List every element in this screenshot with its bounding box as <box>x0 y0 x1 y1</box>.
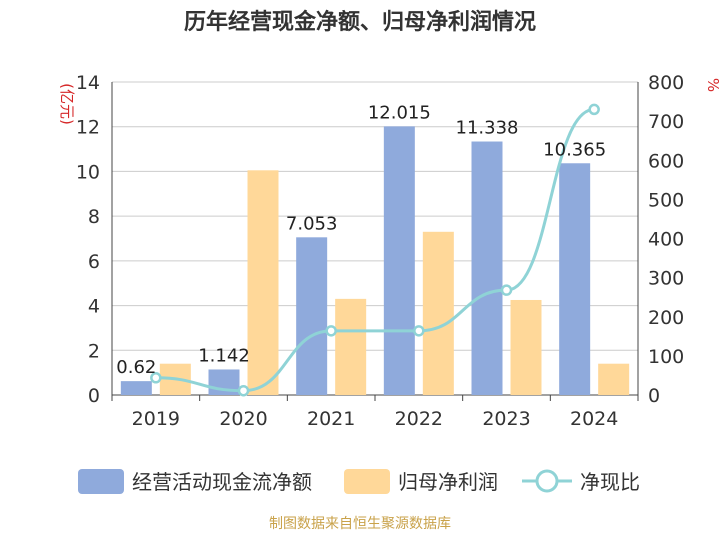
chart-title: 历年经营现金净额、归母净利润情况 <box>184 9 536 35</box>
right-tick-label: 200 <box>648 307 684 329</box>
data-label-cashflow-2023: 11.338 <box>456 118 519 139</box>
left-tick-label: 0 <box>88 385 100 407</box>
right-tick-label: 300 <box>648 268 684 290</box>
x-tick-label: 2023 <box>482 408 530 430</box>
x-tick-label: 2020 <box>219 408 267 430</box>
bar-profit-2023 <box>510 299 542 395</box>
ratio-point-2022 <box>413 325 425 337</box>
grid-lines <box>111 81 639 396</box>
x-tick-label: 2022 <box>395 408 443 430</box>
left-tick-label: 14 <box>76 72 100 94</box>
data-source: 制图数据来自恒生聚源数据库 <box>269 516 451 532</box>
legend-swatch-profit <box>344 469 390 494</box>
left-tick-label: 8 <box>88 206 100 228</box>
bar-profit-2021 <box>335 298 367 395</box>
bar-cashflow-2019 <box>120 381 152 395</box>
bar-cashflow-2023 <box>471 141 503 395</box>
data-label-cashflow-2020: 1.142 <box>198 345 250 366</box>
left-tick-label: 10 <box>76 161 100 183</box>
bars <box>120 126 630 395</box>
bar-profit-2022 <box>422 231 454 395</box>
right-tick-label: 400 <box>648 229 684 251</box>
left-tick-label: 6 <box>88 251 100 273</box>
data-label-cashflow-2021: 7.053 <box>286 213 338 234</box>
bar-cashflow-2024 <box>559 163 591 395</box>
x-axis: 2019 2020 2021 2022 2023 2024 <box>111 395 639 430</box>
ratio-point-2020 <box>237 384 250 397</box>
data-label-cashflow-2019: 0.62 <box>116 357 156 378</box>
right-tick-label: 700 <box>648 111 684 133</box>
right-tick-label: 0 <box>648 385 660 407</box>
legend-label-cashflow: 经营活动现金流净额 <box>132 470 312 494</box>
left-axis-unit: (亿元) <box>58 83 76 125</box>
right-axis: 0 100 200 300 400 500 600 700 800 <box>648 72 684 407</box>
legend-marker-ratio <box>535 469 559 493</box>
ratio-point-2023 <box>500 284 513 296</box>
right-tick-label: 100 <box>648 346 684 368</box>
legend-label-ratio: 净现比 <box>580 470 640 494</box>
right-tick-label: 800 <box>648 72 684 94</box>
x-tick-label: 2019 <box>132 408 180 430</box>
legend-swatch-cashflow <box>78 469 124 494</box>
ratio-point-2024 <box>588 103 600 116</box>
left-tick-label: 2 <box>88 340 100 362</box>
right-axis-unit: % <box>704 78 720 92</box>
data-label-cashflow-2022: 12.015 <box>368 102 431 123</box>
bar-profit-2020 <box>247 170 279 395</box>
ratio-point-2019 <box>150 372 162 384</box>
ratio-point-2021 <box>325 325 337 337</box>
legend: 经营活动现金流净额 归母净利润 净现比 <box>78 469 640 494</box>
x-tick-label: 2021 <box>307 408 355 430</box>
data-labels: 0.62 1.142 7.053 12.015 11.338 10.365 <box>116 102 606 378</box>
bar-profit-2024 <box>598 363 630 395</box>
x-tick-label: 2024 <box>570 408 618 430</box>
left-tick-label: 12 <box>76 117 100 139</box>
right-tick-label: 600 <box>648 150 684 172</box>
bar-cashflow-2022 <box>383 126 415 395</box>
left-tick-label: 4 <box>88 296 100 318</box>
ratio-line <box>150 103 600 397</box>
left-axis: 0 2 4 6 8 10 12 14 <box>76 72 100 407</box>
legend-label-profit: 归母净利润 <box>398 470 498 494</box>
bar-cashflow-2021 <box>296 237 328 395</box>
data-label-cashflow-2024: 10.365 <box>543 139 606 160</box>
right-tick-label: 500 <box>648 189 684 211</box>
